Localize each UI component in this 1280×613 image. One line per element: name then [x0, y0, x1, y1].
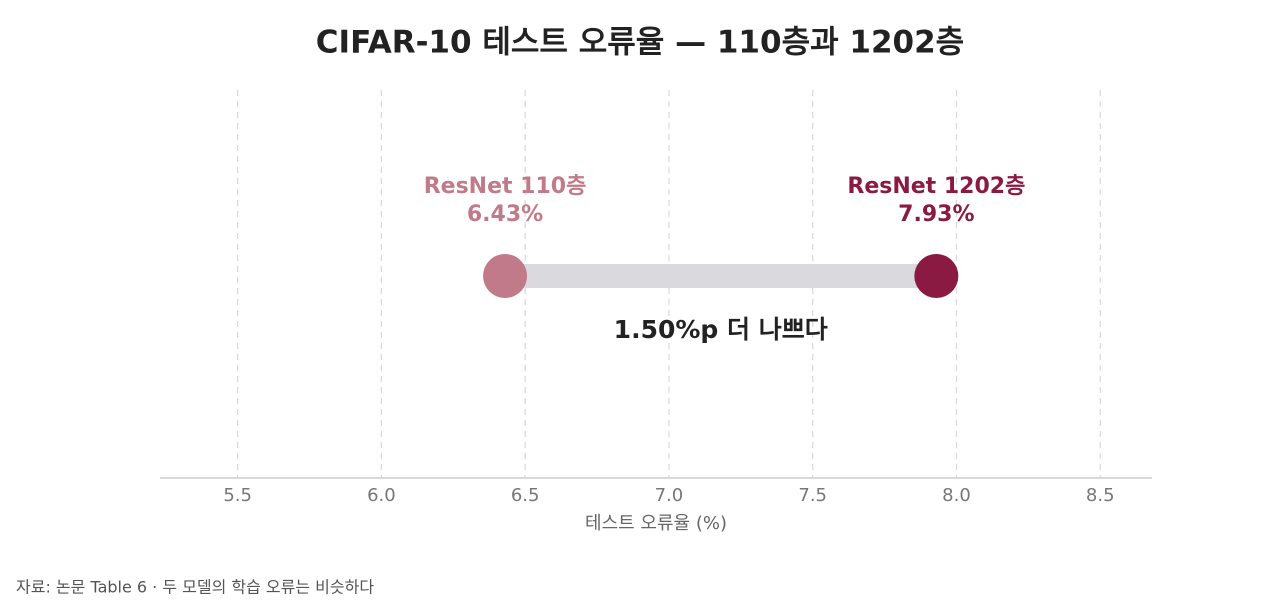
dot	[483, 254, 528, 298]
value-label: 6.43%	[467, 202, 543, 227]
value-label: 7.93%	[898, 202, 974, 227]
x-tick-label: 7.0	[655, 485, 684, 506]
series-label: ResNet 110층	[424, 174, 587, 199]
annotation: 1.50%p 더 나쁘다	[614, 315, 828, 344]
x-tick-label: 8.5	[1086, 485, 1115, 506]
series-label: ResNet 1202층	[847, 174, 1025, 199]
x-tick-label: 8.0	[942, 485, 971, 506]
dot	[914, 254, 959, 298]
x-axis-label: 테스트 오류율 (%)	[585, 513, 727, 534]
x-tick-label: 7.5	[798, 485, 827, 506]
x-tick-label: 6.0	[367, 485, 396, 506]
x-tick-label: 5.5	[223, 485, 252, 506]
x-tick-label: 6.5	[511, 485, 540, 506]
source-note: 자료: 논문 Table 6 · 두 모델의 학습 오류는 비슷하다	[16, 578, 374, 597]
chart-title: CIFAR-10 테스트 오류율 — 110층과 1202층	[316, 25, 964, 61]
